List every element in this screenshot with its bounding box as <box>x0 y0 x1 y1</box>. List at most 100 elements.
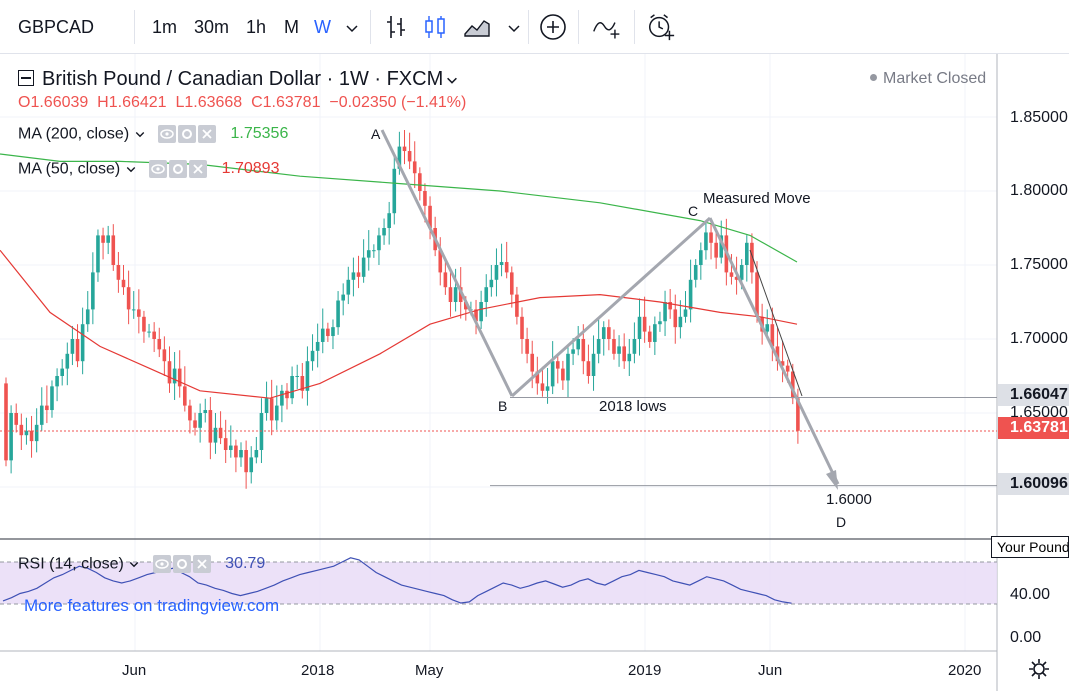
candle-body <box>734 276 739 280</box>
collapse-icon[interactable] <box>18 70 34 86</box>
arrow-head <box>826 470 838 490</box>
interval-30m[interactable]: 30m <box>194 17 230 37</box>
candle-body <box>239 450 243 458</box>
candle-body <box>775 346 780 362</box>
gear-icon[interactable] <box>169 160 188 178</box>
interval-1m[interactable]: 1m <box>152 17 178 37</box>
candle-body <box>152 331 156 339</box>
gear-icon[interactable] <box>178 125 197 143</box>
ma200-value: 1.75356 <box>230 125 289 143</box>
ma200-label: MA (200, close) <box>18 125 130 143</box>
x-tick-label: 2020 <box>948 662 982 679</box>
candle-body <box>234 445 238 458</box>
chevron-down-icon[interactable] <box>125 163 137 175</box>
toolbar-divider <box>370 10 371 44</box>
candle-body <box>479 302 483 322</box>
candle-body <box>39 405 44 425</box>
bar-style-icon[interactable] <box>382 12 412 42</box>
candle-body <box>121 279 126 288</box>
eye-icon[interactable] <box>152 555 171 573</box>
x-tick-label: Jun <box>758 662 783 679</box>
candle-body <box>407 151 412 162</box>
candle-body <box>264 398 269 413</box>
candle-body <box>550 361 555 387</box>
chevron-down-icon[interactable] <box>344 20 360 36</box>
candle-body <box>714 242 718 258</box>
ma200-legend[interactable]: MA (200, close) 1.75356 <box>18 125 288 143</box>
rsi-line <box>2 557 792 604</box>
eye-icon[interactable] <box>158 125 177 143</box>
ohlc-row: O1.66039 H1.66421 L1.63668 C1.63781 −0.0… <box>18 94 466 112</box>
leg-cd <box>708 217 840 485</box>
candle-body <box>34 424 39 442</box>
candle-body <box>540 383 545 391</box>
abcd-pattern[interactable] <box>380 129 840 490</box>
candle-body <box>418 173 422 191</box>
candle-body <box>453 287 458 302</box>
close-icon[interactable] <box>189 160 208 178</box>
candles-icon[interactable] <box>420 12 450 42</box>
candle-body <box>571 349 575 354</box>
candle-body <box>745 242 749 265</box>
candle-body <box>274 405 279 421</box>
candle-body <box>177 368 182 387</box>
symbol-search[interactable]: GBPCAD <box>18 17 95 37</box>
label-2018-lows: 2018 lows <box>599 398 667 415</box>
interval-1h[interactable]: 1h <box>246 17 267 37</box>
candle-body <box>484 287 489 302</box>
candle-body <box>612 339 616 354</box>
close-icon[interactable] <box>192 555 211 573</box>
watermark-link[interactable]: More features on tradingview.com <box>24 596 280 615</box>
dropdown-icon[interactable] <box>506 20 522 36</box>
label-target-price: 1.6000 <box>826 491 872 508</box>
candle-body <box>111 235 116 265</box>
interval-month[interactable]: M <box>284 17 299 37</box>
candle-body <box>336 300 340 328</box>
ohlc-low: L1.63668 <box>175 94 243 111</box>
candle-body <box>699 250 703 265</box>
candle-body <box>341 294 345 301</box>
candle-body <box>290 376 294 399</box>
candle-body <box>244 450 248 473</box>
eye-icon[interactable] <box>149 160 168 178</box>
price-tag-level1: 1.66047 <box>998 384 1069 406</box>
candle-body <box>157 339 162 350</box>
candle-body <box>750 242 754 273</box>
candle-body <box>203 410 208 413</box>
market-status: Market Closed <box>870 70 986 88</box>
gear-icon[interactable] <box>172 555 191 573</box>
candle-body <box>85 309 90 325</box>
chart-canvas[interactable]: A B C Measured Move 2018 lows 1.6000 D <box>0 54 1069 691</box>
ma50-legend[interactable]: MA (50, close) 1.70893 <box>18 160 279 178</box>
y-tick-label: 1.85000 <box>1010 109 1068 126</box>
rsi-legend[interactable]: RSI (14, close) 30.79 <box>18 555 265 573</box>
candle-body <box>208 410 213 443</box>
candle-body <box>382 228 386 236</box>
area-icon[interactable] <box>462 12 492 42</box>
gear-icon[interactable] <box>1028 658 1050 680</box>
candle-body <box>70 339 75 354</box>
candle-body <box>739 265 744 280</box>
candlestick-series <box>4 130 800 489</box>
candle-body <box>755 272 759 317</box>
chevron-down-icon[interactable] <box>128 558 140 570</box>
ohlc-open: O1.66039 <box>18 94 89 111</box>
add-compare-icon[interactable] <box>538 12 568 42</box>
candle-body <box>412 161 417 174</box>
chevron-down-icon[interactable] <box>134 128 146 140</box>
candle-body <box>60 368 64 376</box>
candle-body <box>704 232 708 251</box>
candle-body <box>397 146 402 169</box>
candle-body <box>356 272 361 277</box>
chevron-down-icon[interactable] <box>445 73 459 87</box>
close-icon[interactable] <box>198 125 217 143</box>
indicators-icon[interactable] <box>592 12 622 42</box>
interval-week[interactable]: W <box>314 17 331 37</box>
candle-body <box>116 265 121 280</box>
candle-body <box>632 339 637 354</box>
candle-body <box>785 365 790 372</box>
alert-icon[interactable] <box>646 12 676 42</box>
candle-body <box>729 272 734 277</box>
price-tag-level2: 1.60096 <box>998 473 1069 495</box>
candle-body <box>377 235 381 251</box>
